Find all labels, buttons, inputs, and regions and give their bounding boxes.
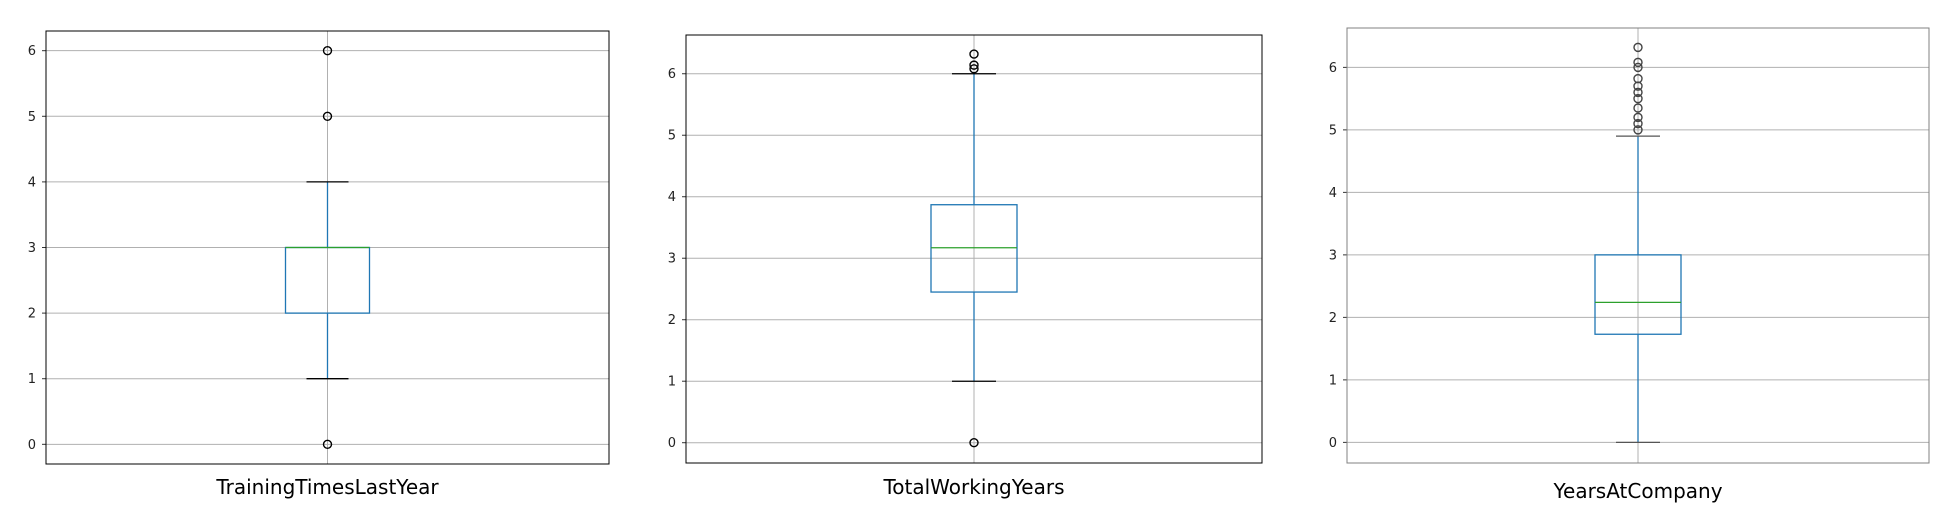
y-tick-label: 2 — [1329, 311, 1337, 326]
y-tick-label: 5 — [668, 129, 676, 144]
y-tick-label: 5 — [28, 110, 36, 125]
y-tick-label: 1 — [668, 375, 676, 390]
y-tick-label: 0 — [668, 436, 676, 451]
y-tick-label: 4 — [1329, 186, 1337, 201]
outlier-point — [1633, 62, 1643, 73]
y-tick-label: 0 — [28, 438, 36, 453]
y-tick-label: 6 — [1329, 61, 1337, 76]
box-panel-1: 0 1 2 3 4 5 6 TrainingTimesLastYear — [28, 30, 610, 499]
outlier-point — [969, 49, 979, 59]
y-tick-label: 4 — [28, 175, 36, 190]
y-tick-label: 3 — [1329, 248, 1337, 263]
y-tick-label: 6 — [668, 67, 676, 82]
y-tick-label: 1 — [28, 372, 36, 387]
y-tick-label: 3 — [28, 241, 36, 256]
box-panel-2: 0 1 2 3 4 5 6 TotalWorkingYears — [668, 34, 1263, 499]
plot-frame — [1346, 27, 1930, 464]
outlier-point — [322, 45, 333, 56]
outlier-point — [1633, 87, 1643, 98]
outlier-point — [1633, 103, 1643, 113]
outlier-point — [1633, 57, 1643, 68]
box-panel-3: 0 1 2 3 4 5 6 YearsAtCompany — [1329, 27, 1930, 503]
plot-frame — [685, 34, 1263, 464]
y-tick-label: 5 — [1329, 123, 1337, 138]
y-tick-label: 4 — [668, 190, 676, 205]
plot-frame — [45, 30, 610, 465]
x-category-label: YearsAtCompany — [1552, 479, 1722, 503]
outlier-point — [969, 438, 979, 448]
outlier-point — [1633, 118, 1643, 129]
outlier-point — [969, 60, 979, 70]
outlier-point — [1633, 93, 1643, 104]
y-tick-label: 1 — [1329, 373, 1337, 388]
y-tick-label: 0 — [1329, 436, 1337, 451]
y-tick-label: 2 — [668, 313, 676, 328]
y-tick-label: 3 — [668, 252, 676, 267]
outlier-point — [322, 111, 333, 121]
outlier-point — [1633, 42, 1643, 53]
y-tick-label: 6 — [28, 44, 36, 59]
outlier-point — [1633, 112, 1643, 123]
y-tick-label: 2 — [28, 307, 36, 322]
x-category-label: TrainingTimesLastYear — [215, 475, 439, 499]
outlier-point — [1633, 73, 1643, 84]
outlier-point — [322, 439, 333, 450]
x-category-label: TotalWorkingYears — [882, 475, 1064, 499]
outlier-point — [1633, 125, 1643, 135]
outlier-point — [969, 64, 979, 74]
iqr-box — [1594, 254, 1682, 335]
